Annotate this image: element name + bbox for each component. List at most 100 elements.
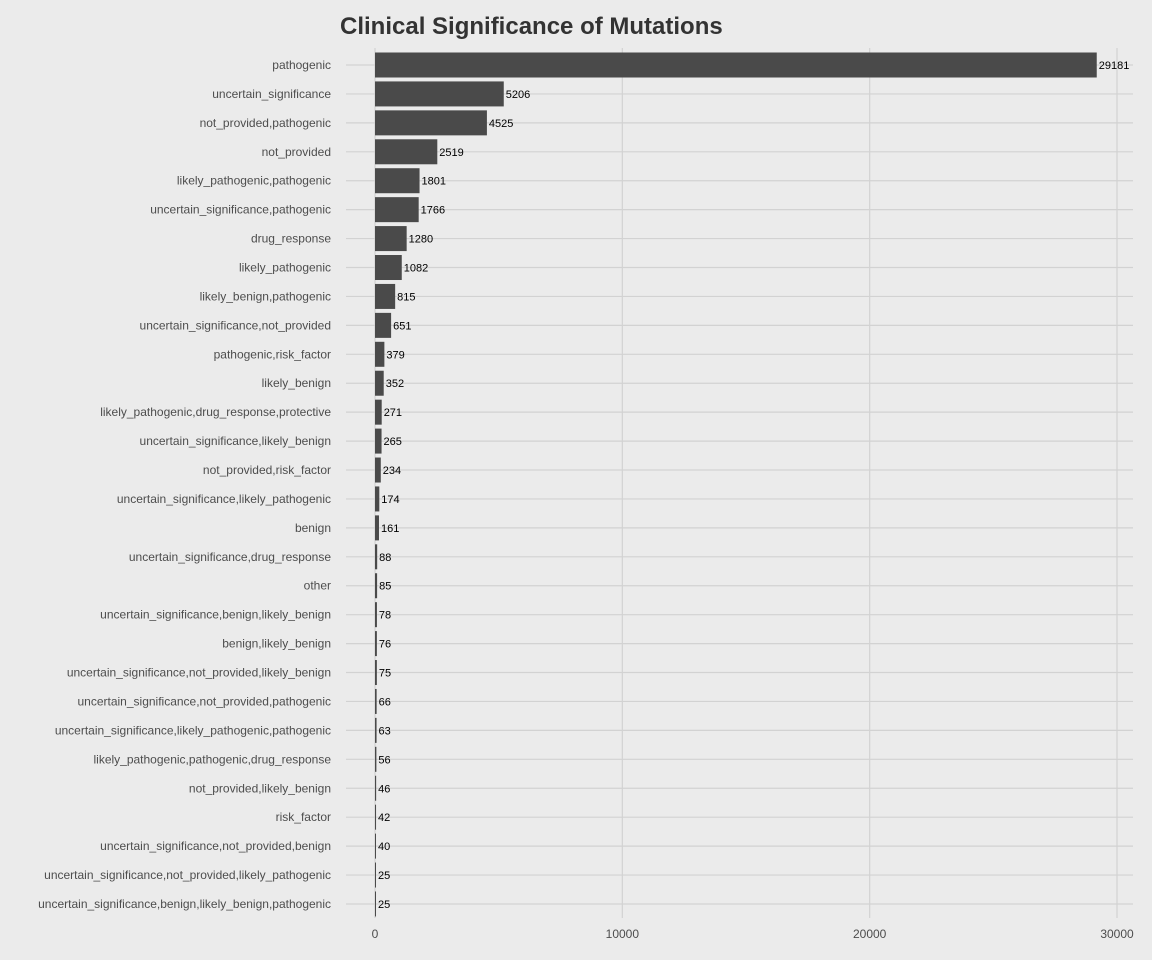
category-label: likely_pathogenic,pathogenic,drug_respon… (93, 752, 331, 766)
category-label: not_provided (262, 145, 331, 159)
data-label: 1801 (422, 176, 446, 188)
category-label: uncertain_significance,likely_pathogenic (117, 492, 331, 506)
data-label: 76 (379, 639, 391, 651)
bar (375, 457, 381, 483)
category-label: risk_factor (276, 810, 331, 824)
data-label: 85 (379, 581, 391, 593)
category-label: pathogenic,risk_factor (214, 347, 331, 361)
x-tick-label: 0 (372, 927, 379, 941)
category-label: likely_pathogenic,pathogenic (177, 174, 331, 188)
bar (375, 428, 382, 454)
category-label: other (304, 579, 331, 593)
category-label: benign (295, 521, 331, 535)
x-tick-label: 30000 (1100, 927, 1134, 941)
bar (375, 746, 377, 772)
data-label: 88 (379, 552, 391, 564)
bar (375, 255, 402, 281)
bar (375, 81, 504, 107)
data-label: 1766 (421, 205, 445, 217)
bar (375, 197, 419, 223)
data-label: 56 (378, 754, 390, 766)
category-label: uncertain_significance (212, 87, 331, 101)
data-label: 815 (397, 291, 415, 303)
data-label: 75 (379, 668, 391, 680)
data-label: 66 (379, 696, 391, 708)
category-label: uncertain_significance,drug_response (129, 550, 331, 564)
x-tick-label: 10000 (606, 927, 640, 941)
bar (375, 688, 377, 714)
data-label: 271 (384, 407, 402, 419)
category-label: uncertain_significance,not_provided,like… (67, 666, 331, 680)
bar (375, 226, 407, 252)
data-label: 352 (386, 378, 404, 390)
bar (375, 486, 380, 512)
bar (375, 139, 438, 165)
bar (375, 370, 384, 396)
category-label: uncertain_significance,pathogenic (150, 203, 331, 217)
bar (375, 312, 392, 338)
data-label: 379 (386, 349, 404, 361)
data-label: 25 (378, 899, 390, 911)
bar (375, 775, 377, 801)
bar (375, 631, 377, 657)
bar (375, 110, 487, 136)
data-label: 265 (384, 436, 402, 448)
bar (375, 544, 378, 570)
data-label: 63 (379, 725, 391, 737)
data-label: 40 (378, 841, 390, 853)
data-label: 2519 (439, 147, 463, 159)
data-label: 78 (379, 610, 391, 622)
chart-title: Clinical Significance of Mutations (340, 13, 723, 40)
category-label: uncertain_significance,likely_benign (140, 434, 331, 448)
bar (375, 862, 376, 888)
bar (375, 660, 377, 686)
bars (375, 52, 1097, 917)
category-label: uncertain_significance,not_provided (140, 318, 331, 332)
category-label: uncertain_significance,likely_pathogenic… (55, 723, 331, 737)
bar (375, 573, 378, 599)
category-label: likely_pathogenic (239, 261, 331, 275)
data-label: 25 (378, 870, 390, 882)
category-labels: pathogenic uncertain_significance not_prov… (38, 58, 331, 911)
category-label: uncertain_significance,not_provided,like… (44, 868, 331, 882)
category-label: likely_benign,pathogenic (200, 289, 331, 303)
bar (375, 52, 1097, 78)
data-label: 161 (381, 523, 399, 535)
category-label: likely_pathogenic,drug_response,protecti… (100, 405, 331, 419)
category-label: likely_benign (262, 376, 331, 390)
x-axis-ticks: 0 10000 20000 30000 (372, 927, 1134, 941)
data-label: 4525 (489, 118, 513, 130)
data-label: 46 (378, 783, 390, 795)
bar (375, 168, 420, 194)
category-label: uncertain_significance,not_provided,beni… (100, 839, 331, 853)
category-label: pathogenic (272, 58, 331, 72)
x-tick-label: 20000 (853, 927, 887, 941)
category-label: uncertain_significance,benign,likely_ben… (100, 608, 331, 622)
data-label: 42 (378, 812, 390, 824)
bar (375, 891, 376, 917)
bar (375, 804, 377, 830)
category-label: uncertain_significance,benign,likely_ben… (38, 897, 331, 911)
category-label: benign,likely_benign (222, 637, 331, 651)
category-label: uncertain_significance,not_provided,path… (77, 694, 331, 708)
category-label: not_provided,pathogenic (200, 116, 331, 130)
data-label: 234 (383, 465, 401, 477)
gridlines (346, 48, 1133, 918)
bar (375, 833, 376, 859)
bar (375, 283, 396, 309)
data-label: 1280 (409, 234, 433, 246)
data-label: 651 (393, 320, 411, 332)
category-label: drug_response (251, 232, 331, 246)
category-label: not_provided,likely_benign (189, 781, 331, 795)
bar (375, 717, 377, 743)
data-labels: 29181 5206 4525 2519 1801 1766 1280 1082 815 651 3… (378, 60, 1129, 911)
data-label: 29181 (1099, 60, 1130, 72)
category-label: not_provided,risk_factor (203, 463, 331, 477)
data-label: 174 (381, 494, 399, 506)
data-label: 5206 (506, 89, 530, 101)
bar (375, 515, 379, 541)
bar (375, 602, 377, 628)
data-label: 1082 (404, 263, 428, 275)
bar (375, 341, 385, 367)
